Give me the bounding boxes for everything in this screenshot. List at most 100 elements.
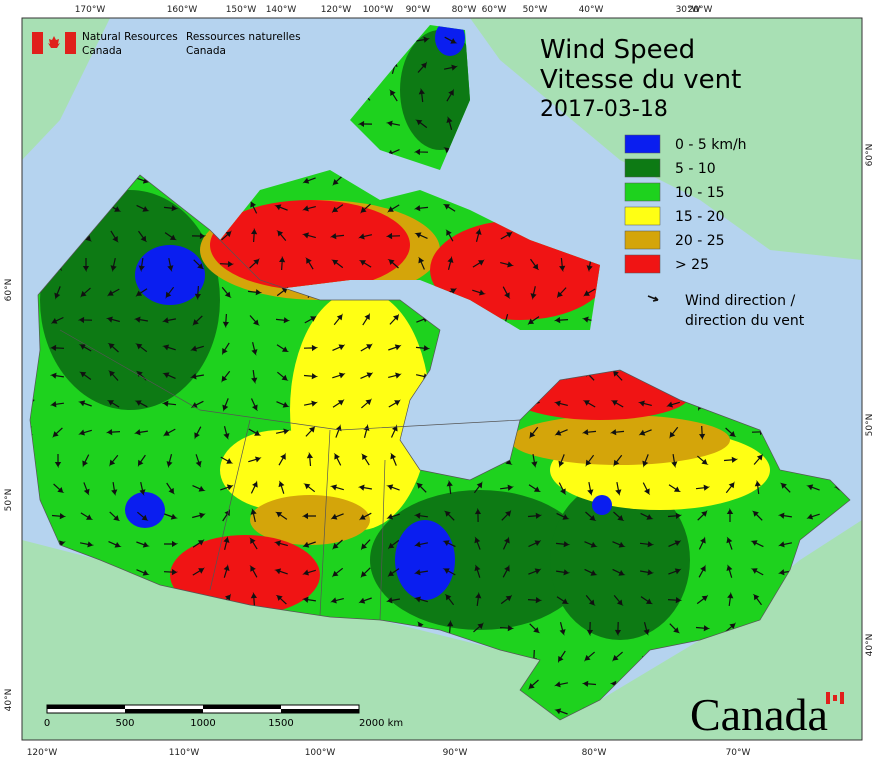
department-en: Canada (82, 45, 122, 57)
wind-arrow (527, 512, 543, 519)
graticule-top: 40°W (579, 5, 604, 15)
wind-arrow (249, 257, 260, 269)
wind-arrow (585, 511, 597, 521)
wind-arrow (806, 513, 820, 520)
wind-arrow (360, 567, 371, 579)
wind-arrow (362, 312, 370, 326)
wind-arrow (133, 316, 149, 323)
wind-arrow (389, 89, 398, 102)
wind-arrow (276, 230, 287, 241)
wind-arrow (611, 370, 623, 381)
wind-arrow (136, 541, 150, 548)
wind-arrow (358, 597, 372, 604)
legend-swatch (624, 134, 661, 154)
wind-arrow (390, 452, 397, 466)
wind-arrow (387, 258, 399, 269)
wind-arrow (223, 426, 230, 440)
wind-arrow (333, 452, 342, 466)
graticule-top: 120°W (321, 5, 352, 15)
wind-arrow (612, 651, 623, 662)
wind-arrow (472, 259, 485, 268)
wind-arrow (751, 510, 763, 521)
wind-arrow (275, 511, 288, 520)
legend-swatch (624, 158, 661, 178)
wind-arrow (221, 230, 232, 241)
wind-arrow (388, 344, 402, 351)
wind-arrow (192, 539, 205, 548)
graticule-bottom: 70°W (726, 748, 751, 758)
wind-arrow (161, 400, 177, 407)
legend-label: 15 - 20 (675, 209, 725, 225)
wind-arrow (360, 343, 373, 352)
wind-arrow (136, 569, 150, 576)
wind-arrow (164, 232, 177, 241)
wind-arrow (303, 483, 316, 493)
wind-arrow (446, 88, 454, 102)
wind-arrow (613, 511, 625, 521)
wind-arrow (528, 568, 542, 575)
wind-arrow (610, 400, 624, 408)
wind-arrow (558, 454, 565, 468)
graticule-bottom: 80°W (582, 748, 607, 758)
wind-arrow (166, 482, 175, 495)
wind-arrow (331, 567, 344, 578)
wind-arrow (195, 454, 202, 468)
wind-arrow (275, 428, 290, 435)
wind-arrow (417, 61, 428, 73)
wind-arrow (581, 316, 597, 323)
wind-arrow (556, 512, 570, 520)
graticule-top: 60°W (482, 5, 507, 15)
wind-arrow (725, 427, 737, 437)
wind-arrow (639, 541, 655, 548)
legend-label: direction du vent (685, 313, 805, 329)
legend-swatch (624, 182, 661, 202)
wind-arrow (581, 429, 597, 436)
wind-arrow (637, 400, 652, 407)
wind-arrow (248, 428, 262, 436)
wind-arrow (642, 482, 651, 496)
wind-arrow (666, 401, 680, 408)
wind-arrow (501, 509, 512, 521)
wind-arrow (251, 227, 258, 243)
scale-label: 1000 (190, 718, 215, 729)
nrcan-signature: Natural Resources Canada Ressources natu… (32, 31, 301, 57)
wind-arrow (79, 371, 92, 380)
wind-arrow (500, 261, 515, 268)
wind-arrow (474, 564, 481, 578)
wind-arrow (585, 454, 595, 467)
date: 2017-03-18 (540, 97, 668, 122)
wind-arrow (473, 622, 484, 633)
wind-arrow (442, 204, 456, 212)
wind-arrow (111, 482, 118, 496)
wind-arrow (553, 400, 568, 407)
wind-arrow (302, 569, 316, 576)
wind-arrow (167, 257, 174, 272)
wind-arrow (418, 256, 425, 270)
wind-arrow (559, 257, 566, 273)
wind-arrow (500, 231, 513, 240)
wind-arrow (82, 258, 90, 273)
wind-arrow (556, 287, 567, 299)
legend-label: > 25 (675, 257, 709, 273)
wind-arrow (582, 400, 596, 408)
wind-arrow (554, 708, 568, 715)
wind-arrow (194, 426, 202, 440)
wind-arrow (164, 513, 178, 520)
graticule-labels: 170°W 160°W 150°W 140°W 120°W 100°W 90°W 80°W 60… (4, 5, 875, 758)
wind-arrow (529, 426, 539, 439)
wind-arrow (109, 511, 121, 522)
wind-arrow (530, 258, 540, 271)
graticule-top: 90°W (406, 5, 431, 15)
wind-arrow (475, 228, 482, 242)
wind-arrow (474, 507, 482, 523)
wind-arrow (668, 540, 682, 547)
wind-arrow (306, 451, 314, 467)
wind-arrow (502, 536, 510, 550)
wind-arrow (301, 596, 316, 603)
wind-arrow (110, 257, 117, 273)
wind-arrow (81, 231, 93, 242)
wind-arrow (251, 370, 258, 384)
wind-arrow (53, 483, 65, 493)
wind-arrow (555, 541, 571, 548)
